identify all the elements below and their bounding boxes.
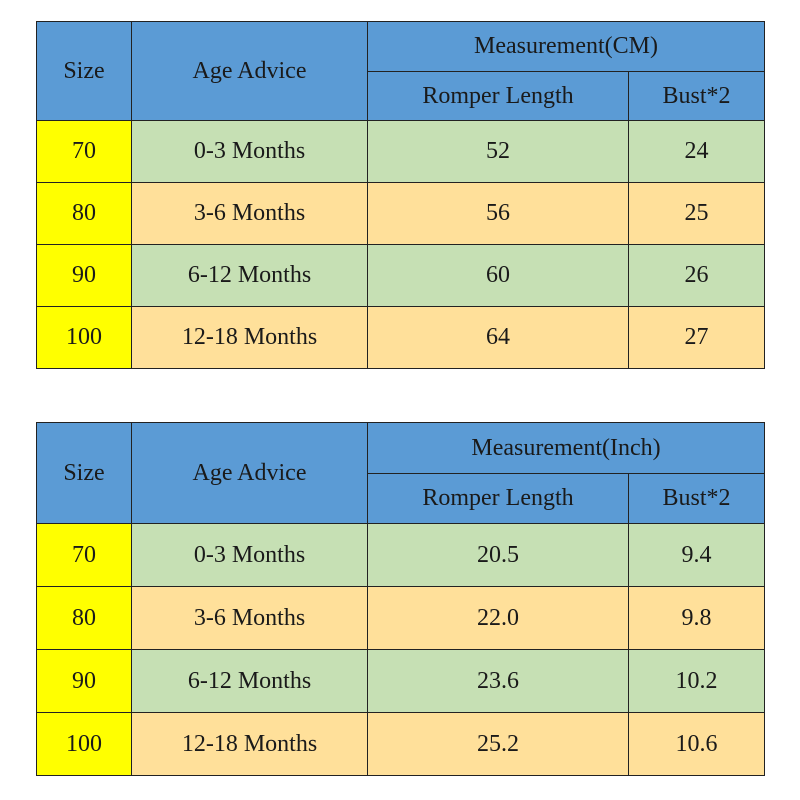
- size-chart-cm-table: Size Age Advice Measurement(CM) Romper L…: [36, 21, 766, 369]
- table-row: 100 12-18 Months 64 27: [36, 306, 766, 369]
- size-cell: 90: [36, 649, 132, 713]
- age-cell: 3-6 Months: [131, 182, 368, 245]
- size-cell: 100: [36, 306, 132, 369]
- bust-header: Bust*2: [627, 71, 766, 121]
- age-advice-header: Age Advice: [131, 21, 368, 121]
- table-row: 90 6-12 Months 60 26: [36, 244, 766, 307]
- header-row: Size Age Advice Measurement(CM): [36, 21, 766, 121]
- romper-length-cell: 52: [367, 120, 629, 183]
- table-row: 80 3-6 Months 22.0 9.8: [36, 586, 765, 650]
- age-cell: 0-3 Months: [131, 120, 368, 183]
- measurement-header: Measurement(CM): [366, 21, 766, 72]
- size-cell: 80: [36, 586, 132, 650]
- bust-cell: 24: [627, 120, 766, 183]
- bust-cell: 25: [627, 182, 766, 245]
- romper-length-header: Romper Length: [367, 71, 629, 121]
- age-cell: 12-18 Months: [131, 306, 368, 369]
- bust-cell: 27: [627, 306, 766, 369]
- romper-length-cell: 64: [367, 306, 629, 369]
- table-row: 100 12-18 Months 25.2 10.6: [36, 712, 765, 776]
- bust-header: Bust*2: [628, 473, 765, 524]
- age-advice-header: Age Advice: [131, 422, 368, 524]
- bust-cell: 9.8: [628, 586, 765, 650]
- table-row: 80 3-6 Months 56 25: [36, 182, 766, 245]
- age-cell: 6-12 Months: [131, 649, 368, 713]
- size-cell: 80: [36, 182, 132, 245]
- bust-cell: 10.2: [628, 649, 765, 713]
- size-cell: 70: [36, 120, 132, 183]
- measurement-header: Measurement(Inch): [367, 422, 765, 474]
- bust-cell: 9.4: [628, 523, 765, 587]
- romper-length-header: Romper Length: [367, 473, 629, 524]
- bust-cell: 10.6: [628, 712, 765, 776]
- romper-length-cell: 60: [367, 244, 629, 307]
- header-row: Size Age Advice Measurement(Inch): [36, 422, 765, 524]
- table-row: 70 0-3 Months 52 24: [36, 120, 766, 183]
- romper-length-cell: 22.0: [367, 586, 629, 650]
- age-cell: 3-6 Months: [131, 586, 368, 650]
- age-cell: 0-3 Months: [131, 523, 368, 587]
- romper-length-cell: 25.2: [367, 712, 629, 776]
- size-cell: 90: [36, 244, 132, 307]
- size-header: Size: [36, 21, 132, 121]
- table-row: 90 6-12 Months 23.6 10.2: [36, 649, 765, 713]
- size-header: Size: [36, 422, 132, 524]
- size-chart-inch-table: Size Age Advice Measurement(Inch) Romper…: [36, 422, 765, 776]
- subheader-row: Romper Length Bust*2: [37, 71, 766, 121]
- romper-length-cell: 23.6: [367, 649, 629, 713]
- age-cell: 6-12 Months: [131, 244, 368, 307]
- table-row: 70 0-3 Months 20.5 9.4: [36, 523, 765, 587]
- size-cell: 70: [36, 523, 132, 587]
- age-cell: 12-18 Months: [131, 712, 368, 776]
- romper-length-cell: 56: [367, 182, 629, 245]
- romper-length-cell: 20.5: [367, 523, 629, 587]
- size-cell: 100: [36, 712, 132, 776]
- bust-cell: 26: [627, 244, 766, 307]
